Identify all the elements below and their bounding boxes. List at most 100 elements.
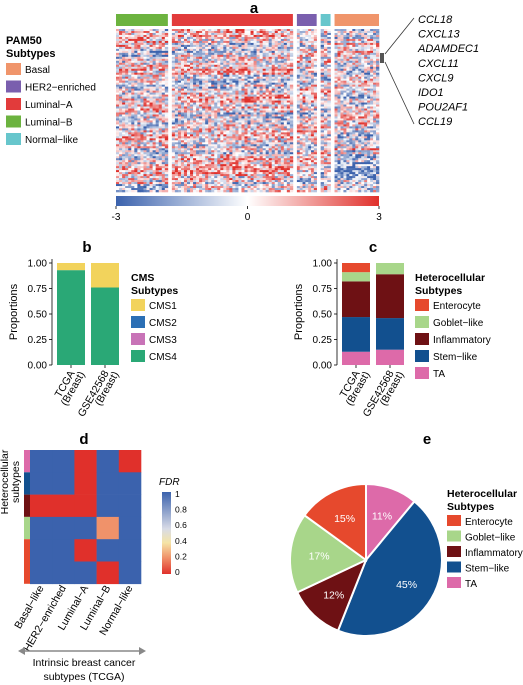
heatmap-cell xyxy=(158,180,163,183)
heatmap-cell xyxy=(161,64,166,68)
heatmap-cell xyxy=(140,112,144,115)
heatmap-cell xyxy=(174,92,179,95)
heatmap-cell xyxy=(137,168,141,171)
heatmap-cell xyxy=(164,36,169,40)
heatmap-cell xyxy=(131,174,135,177)
heatmap-cell xyxy=(311,90,315,93)
heatmap-cell xyxy=(265,166,269,169)
heatmap-cell xyxy=(146,176,150,179)
heatmap-cell xyxy=(232,154,236,157)
heatmap-cell xyxy=(211,110,215,113)
heatmap-cell xyxy=(283,186,288,189)
heatmap-cell xyxy=(253,142,257,145)
heatmap-cell xyxy=(268,78,273,81)
heatmap-cell xyxy=(223,178,227,181)
heatmap-cell xyxy=(286,44,291,48)
heatmap-cell xyxy=(155,134,160,137)
heatmap-cell xyxy=(131,62,135,66)
heatmap-cell xyxy=(311,94,315,97)
heatmap-cell xyxy=(214,164,218,167)
heatmap-cell xyxy=(183,130,188,133)
heatmap-cell xyxy=(265,174,269,177)
heatmap-cell xyxy=(211,32,215,36)
heatmap-cell xyxy=(211,108,215,111)
heatmap-cell xyxy=(131,118,135,121)
heatmap-cell xyxy=(223,36,227,40)
heatmap-cell xyxy=(253,110,257,113)
heatmap-cell xyxy=(187,32,191,36)
heatmap-cell xyxy=(268,62,273,66)
heatmap-cell xyxy=(223,174,227,177)
heatmap-cell xyxy=(277,156,282,159)
heatmap-cell xyxy=(158,36,163,40)
heatmap-cell xyxy=(128,122,132,125)
heatmap-cell xyxy=(180,86,185,89)
heatmap-cell xyxy=(250,186,254,189)
heatmap-cell xyxy=(262,112,266,115)
heatmap-cell xyxy=(299,42,303,46)
heatmap-cell xyxy=(119,44,123,48)
heatmap-cell xyxy=(137,92,141,95)
heatmap-cell xyxy=(289,58,294,62)
heatmap-cell xyxy=(164,182,169,185)
heatmap-cell xyxy=(208,90,212,93)
heatmap-cell xyxy=(196,50,200,54)
heatmap-cell xyxy=(177,102,182,105)
heatmap-cell xyxy=(238,60,242,64)
heatmap-cell xyxy=(268,162,273,165)
heatmap-cell xyxy=(274,56,279,60)
heatmap-cell xyxy=(286,178,291,181)
heatmap-cell xyxy=(122,74,126,78)
heatmap-cell xyxy=(289,134,294,137)
heatmap-cell xyxy=(268,118,273,121)
heatmap-cell xyxy=(171,148,176,151)
heatmap-cell xyxy=(229,40,233,44)
heatmap-cell xyxy=(238,164,242,167)
heatmap-cell xyxy=(296,52,301,56)
heatmap-cell xyxy=(177,78,182,81)
heatmap-cell xyxy=(286,98,291,101)
heatmap-cell xyxy=(223,112,227,115)
heatmap-cell xyxy=(155,132,160,135)
heatmap-cell xyxy=(125,170,129,173)
heatmap-cell xyxy=(262,174,266,177)
heatmap-cell xyxy=(259,68,263,72)
heatmap-cell xyxy=(289,190,294,193)
heatmap-cell xyxy=(223,158,227,161)
heatmap-cell xyxy=(128,90,132,93)
heatmap-cell xyxy=(187,182,191,185)
heatmap-cell xyxy=(171,52,176,56)
heatmap-cell xyxy=(205,74,209,78)
heatmap-cell xyxy=(259,42,263,46)
heatmap-cell xyxy=(262,108,266,111)
heatmap-cell xyxy=(220,182,224,185)
heatmap-cell xyxy=(283,136,288,139)
heatmap-cell xyxy=(250,188,254,191)
heatmap-cell xyxy=(214,112,218,115)
heatmap-cell xyxy=(116,96,120,99)
heatmap-cell xyxy=(171,98,176,101)
heatmap-cell xyxy=(174,134,179,137)
heatmap-cell xyxy=(238,190,242,193)
heatmap-cell xyxy=(119,162,123,165)
heatmap-cell xyxy=(183,96,188,99)
heatmap-cell xyxy=(286,106,291,109)
heatmap-cell xyxy=(271,86,276,89)
heatmap-cell xyxy=(232,142,236,145)
heatmap-cell xyxy=(146,80,150,83)
heatmap-cell xyxy=(238,180,242,183)
heatmap-cell xyxy=(256,52,260,56)
heatmap-cell xyxy=(196,110,200,113)
heatmap-cell xyxy=(262,30,266,34)
heatmap-cell xyxy=(217,146,221,149)
heatmap-cell xyxy=(268,52,273,56)
heatmap-cell xyxy=(119,120,123,123)
heatmap-cell xyxy=(211,44,215,48)
heatmap-cell xyxy=(305,56,309,60)
heatmap-cell xyxy=(187,34,191,38)
heatmap-cell xyxy=(232,134,236,137)
heatmap-cell xyxy=(289,160,294,163)
heatmap-cell xyxy=(232,190,236,193)
heatmap-cell xyxy=(250,108,254,111)
heatmap-cell xyxy=(253,44,257,48)
